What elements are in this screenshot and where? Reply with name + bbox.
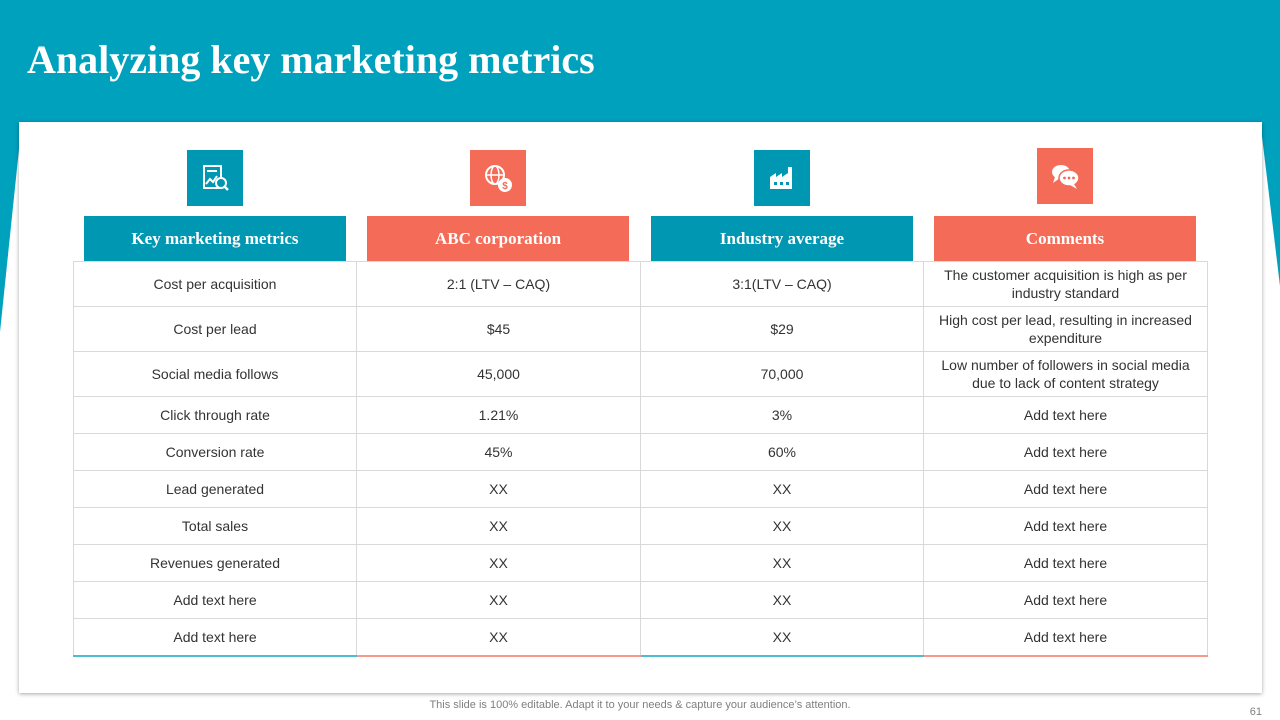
comment-cell: Add text here — [923, 618, 1208, 657]
abc-value-cell: 2:1 (LTV – CAQ) — [356, 261, 641, 307]
metric-cell: Total sales — [73, 507, 357, 545]
table-row: Revenues generated XX XX Add text here — [73, 544, 1208, 582]
industry-value-cell: XX — [640, 470, 924, 508]
comment-cell: Add text here — [923, 396, 1208, 434]
abc-value-cell: 45% — [356, 433, 641, 471]
industry-value-cell: XX — [640, 544, 924, 582]
metric-cell: Social media follows — [73, 351, 357, 397]
page-number: 61 — [1249, 706, 1262, 718]
column-header-industry-average: Industry average — [651, 216, 913, 268]
industry-value-cell: XX — [640, 507, 924, 545]
table-row: Total sales XX XX Add text here — [73, 507, 1208, 545]
metric-cell: Cost per acquisition — [73, 261, 357, 307]
table-row: Cost per lead $45 $29 High cost per lead… — [73, 306, 1208, 352]
metric-cell: Lead generated — [73, 470, 357, 508]
abc-value-cell: XX — [356, 581, 641, 619]
comment-cell: Low number of followers in social media … — [923, 351, 1208, 397]
comment-cell: Add text here — [923, 581, 1208, 619]
table-row: Lead generated XX XX Add text here — [73, 470, 1208, 508]
factory-icon — [754, 150, 810, 206]
table-row: Add text here XX XX Add text here — [73, 618, 1208, 657]
column-header-comments: Comments — [934, 216, 1196, 268]
industry-value-cell: 70,000 — [640, 351, 924, 397]
abc-value-cell: XX — [356, 544, 641, 582]
table-row: Click through rate 1.21% 3% Add text her… — [73, 396, 1208, 434]
left-accent-shape — [0, 120, 22, 332]
industry-value-cell: XX — [640, 581, 924, 619]
abc-value-cell: XX — [356, 618, 641, 657]
column-header-abc-corporation: ABC corporation — [367, 216, 629, 268]
comment-cell: Add text here — [923, 470, 1208, 508]
metric-cell: Conversion rate — [73, 433, 357, 471]
metric-cell: Revenues generated — [73, 544, 357, 582]
slide-title: Analyzing key marketing metrics — [27, 37, 595, 82]
header-band — [0, 0, 1280, 122]
industry-value-cell: 60% — [640, 433, 924, 471]
comment-cell: High cost per lead, resulting in increas… — [923, 306, 1208, 352]
industry-value-cell: XX — [640, 618, 924, 657]
table-row: Social media follows 45,000 70,000 Low n… — [73, 351, 1208, 397]
metric-cell: Add text here — [73, 618, 357, 657]
metric-cell: Add text here — [73, 581, 357, 619]
comment-cell: The customer acquisition is high as per … — [923, 261, 1208, 307]
table-row: Cost per acquisition 2:1 (LTV – CAQ) 3:1… — [73, 261, 1208, 307]
comment-cell: Add text here — [923, 507, 1208, 545]
footer-note: This slide is 100% editable. Adapt it to… — [429, 699, 851, 711]
svg-text:$: $ — [502, 181, 508, 192]
metrics-table: Cost per acquisition 2:1 (LTV – CAQ) 3:1… — [73, 261, 1208, 657]
abc-value-cell: $45 — [356, 306, 641, 352]
table-row: Conversion rate 45% 60% Add text here — [73, 433, 1208, 471]
chat-bubbles-icon — [1037, 148, 1093, 204]
analytics-report-icon — [187, 150, 243, 206]
abc-value-cell: 1.21% — [356, 396, 641, 434]
industry-value-cell: $29 — [640, 306, 924, 352]
global-finance-icon: $ — [470, 150, 526, 206]
table-row: Add text here XX XX Add text here — [73, 581, 1208, 619]
abc-value-cell: XX — [356, 507, 641, 545]
column-header-key-metrics: Key marketing metrics — [84, 216, 346, 268]
industry-value-cell: 3:1(LTV – CAQ) — [640, 261, 924, 307]
comment-cell: Add text here — [923, 433, 1208, 471]
abc-value-cell: 45,000 — [356, 351, 641, 397]
right-accent-shape — [1260, 120, 1280, 286]
comment-cell: Add text here — [923, 544, 1208, 582]
metric-cell: Click through rate — [73, 396, 357, 434]
industry-value-cell: 3% — [640, 396, 924, 434]
abc-value-cell: XX — [356, 470, 641, 508]
metric-cell: Cost per lead — [73, 306, 357, 352]
